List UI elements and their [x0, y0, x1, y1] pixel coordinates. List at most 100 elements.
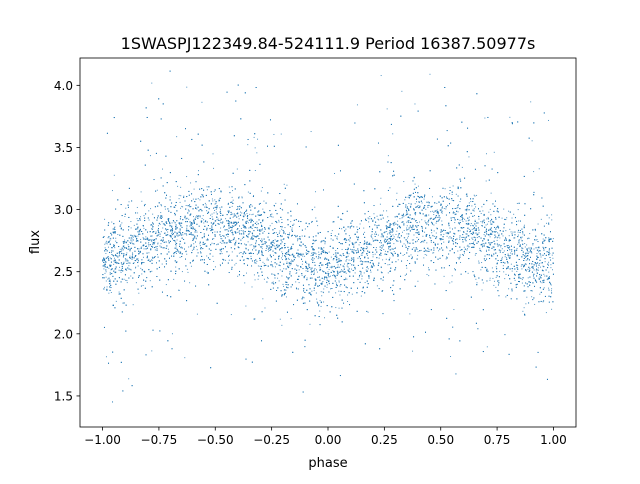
- data-point: [122, 249, 124, 251]
- data-point: [190, 227, 192, 229]
- data-point: [531, 290, 533, 292]
- data-point: [516, 202, 518, 204]
- data-point: [412, 225, 414, 227]
- data-point: [231, 231, 233, 233]
- data-point: [337, 262, 339, 264]
- data-point: [392, 248, 394, 250]
- data-point: [115, 300, 117, 302]
- data-point: [202, 215, 204, 217]
- data-point: [235, 262, 237, 264]
- data-point: [413, 247, 415, 249]
- data-point: [105, 280, 107, 282]
- data-point: [221, 238, 223, 240]
- data-point: [110, 252, 112, 254]
- data-point: [287, 277, 289, 279]
- data-point: [534, 303, 536, 305]
- data-point: [511, 270, 513, 272]
- data-point: [488, 211, 490, 213]
- data-point: [114, 247, 116, 249]
- data-point: [459, 230, 461, 232]
- data-point: [520, 238, 522, 240]
- data-point: [443, 275, 445, 277]
- data-point: [424, 231, 426, 233]
- data-point: [397, 259, 399, 261]
- data-point: [436, 227, 438, 229]
- data-point: [511, 217, 513, 219]
- data-point: [416, 229, 418, 231]
- data-point: [403, 237, 405, 239]
- data-point: [214, 231, 216, 233]
- data-point: [531, 296, 533, 298]
- data-point: [349, 248, 351, 250]
- data-point: [336, 261, 338, 263]
- data-point: [141, 200, 143, 202]
- data-point: [259, 265, 261, 267]
- data-point: [396, 192, 398, 194]
- data-point: [320, 248, 322, 250]
- data-point: [297, 238, 299, 240]
- data-point: [409, 313, 411, 315]
- data-point: [249, 244, 251, 246]
- data-point: [300, 252, 302, 254]
- data-point: [148, 258, 150, 260]
- data-point: [124, 215, 126, 217]
- data-point: [406, 233, 408, 235]
- data-point: [495, 286, 497, 288]
- data-point: [406, 206, 408, 208]
- data-point: [213, 190, 215, 192]
- data-point: [382, 245, 384, 247]
- data-point: [514, 237, 516, 239]
- data-point: [518, 242, 520, 244]
- data-point: [466, 245, 468, 247]
- data-point: [126, 252, 128, 254]
- data-point: [111, 190, 113, 192]
- data-point: [466, 210, 468, 212]
- data-point: [379, 203, 381, 205]
- data-point: [135, 282, 137, 284]
- data-point: [531, 140, 533, 142]
- data-point: [291, 227, 293, 229]
- data-point: [180, 186, 182, 188]
- data-point: [151, 239, 153, 241]
- data-point: [540, 254, 542, 256]
- data-point: [341, 228, 343, 230]
- data-point: [296, 272, 298, 274]
- data-point: [388, 248, 390, 250]
- data-point: [548, 237, 550, 239]
- data-point: [268, 245, 270, 247]
- data-point: [543, 266, 545, 268]
- data-point: [363, 227, 365, 229]
- data-point: [496, 239, 498, 241]
- data-point: [212, 153, 214, 155]
- data-point: [104, 218, 106, 220]
- data-point: [432, 234, 434, 236]
- data-point: [357, 250, 359, 252]
- data-point: [412, 350, 414, 352]
- data-point: [108, 267, 110, 269]
- data-point: [474, 230, 476, 232]
- data-point: [402, 214, 404, 216]
- data-point: [527, 253, 529, 255]
- data-point: [417, 195, 419, 197]
- data-point: [495, 276, 497, 278]
- data-point: [454, 268, 456, 270]
- data-point: [205, 220, 207, 222]
- data-point: [293, 223, 295, 225]
- data-point: [281, 324, 283, 326]
- data-point: [272, 281, 274, 283]
- data-point: [199, 209, 201, 211]
- data-point: [130, 221, 132, 223]
- data-point: [206, 271, 208, 273]
- data-point: [501, 217, 503, 219]
- data-point: [523, 226, 525, 228]
- data-point: [526, 270, 528, 272]
- data-point: [301, 274, 303, 276]
- data-point: [156, 254, 158, 256]
- data-point: [114, 226, 116, 228]
- data-point: [417, 185, 419, 187]
- data-point: [525, 259, 527, 261]
- data-point: [525, 263, 527, 265]
- data-point: [341, 248, 343, 250]
- data-point: [122, 263, 124, 265]
- data-point: [317, 285, 319, 287]
